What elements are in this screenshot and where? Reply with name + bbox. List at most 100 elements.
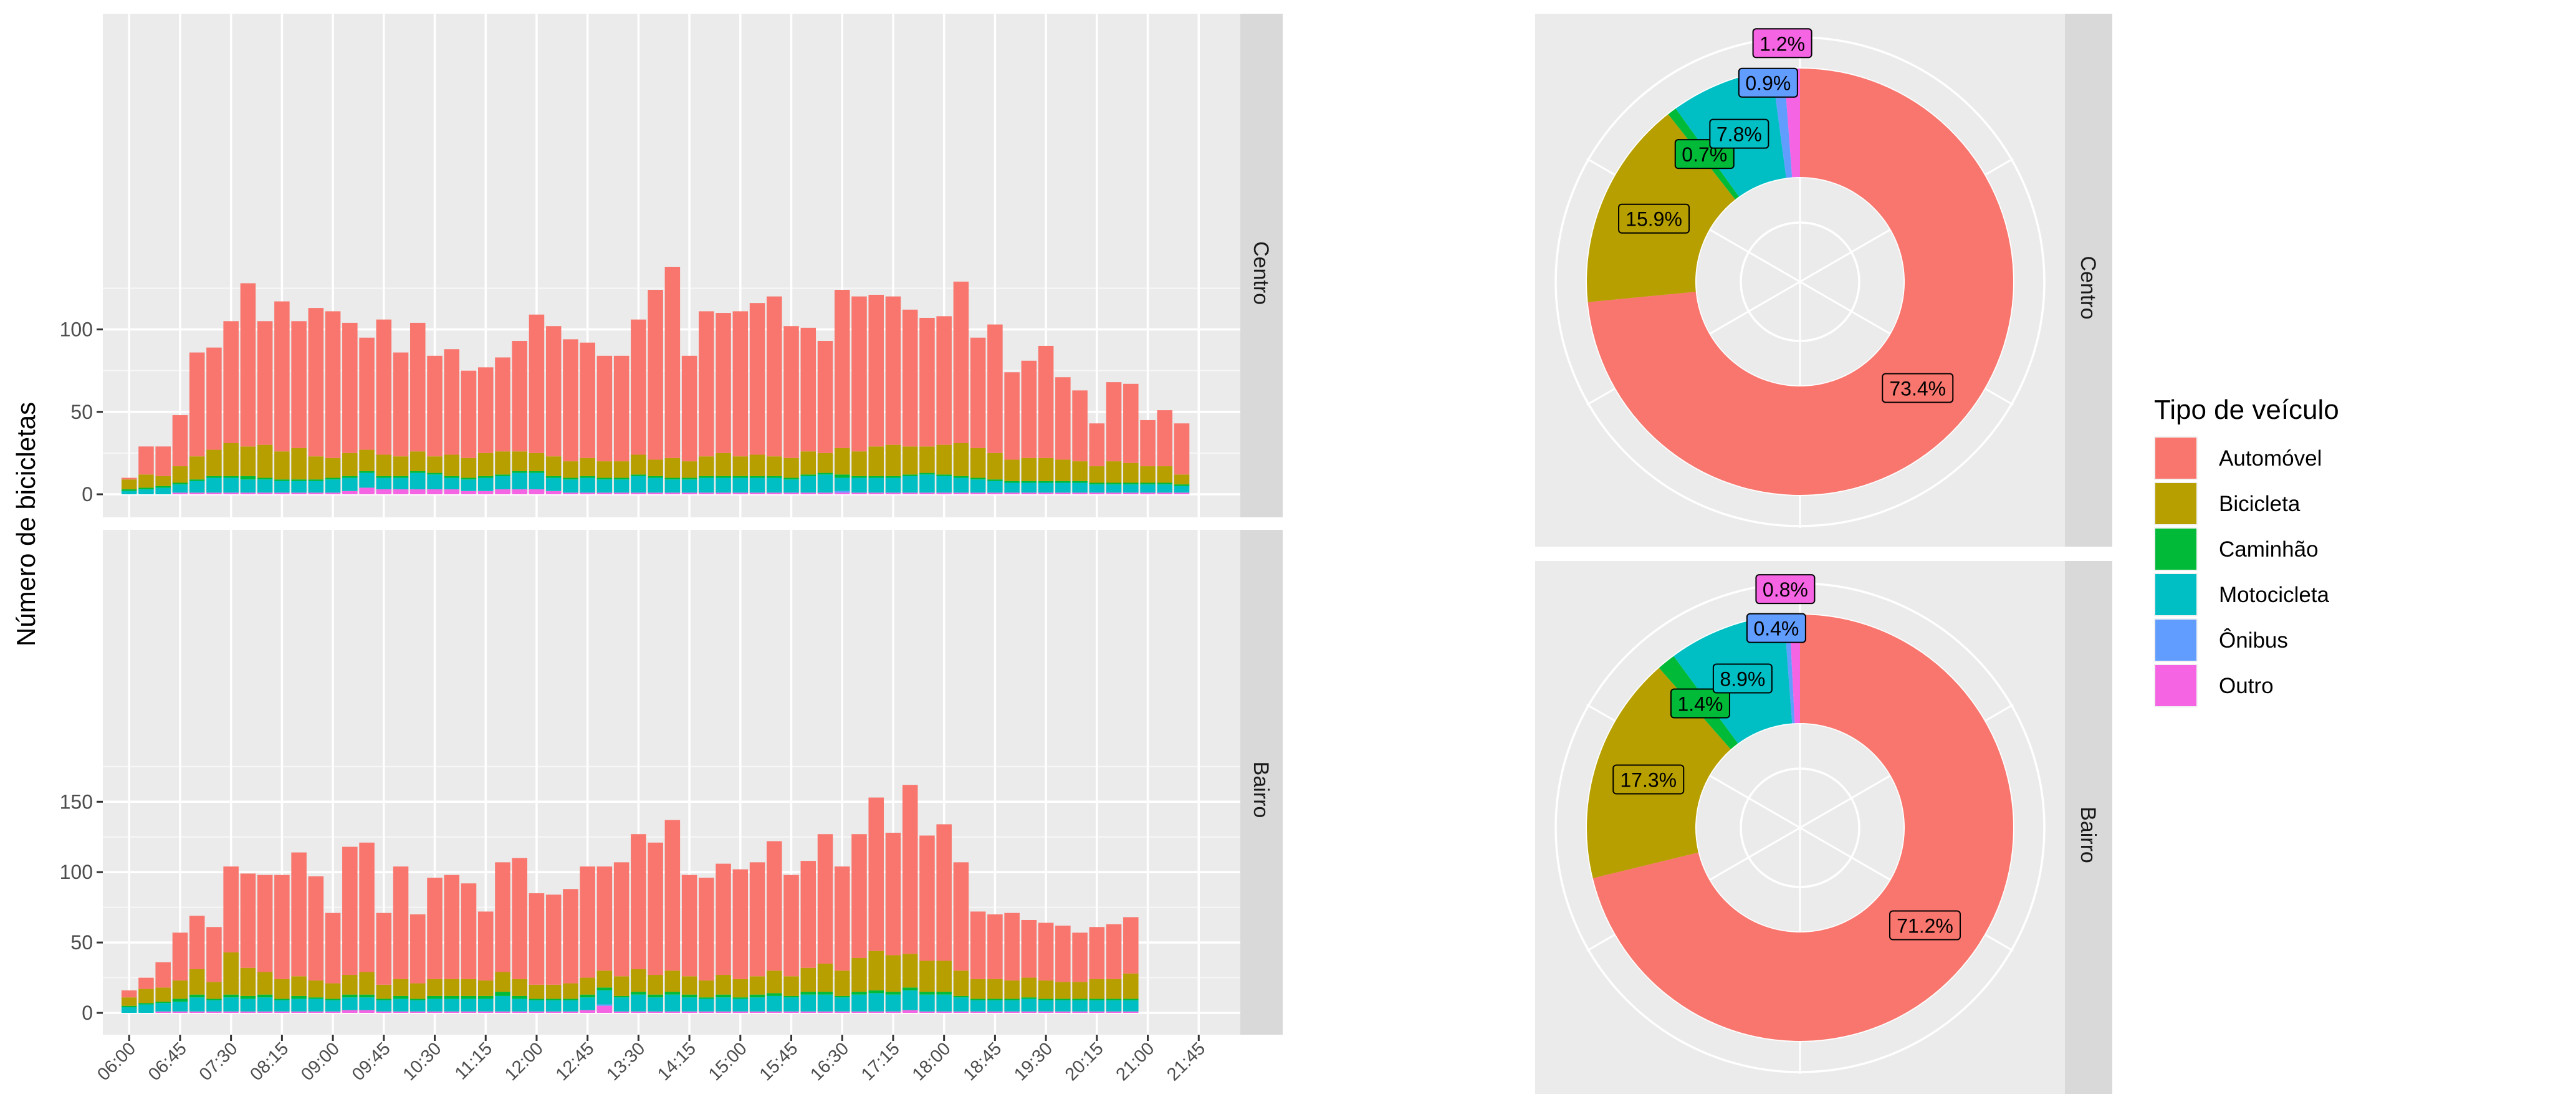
- bar-segment-automovel: [1055, 926, 1071, 982]
- bar-segment-motocicleta: [699, 477, 714, 493]
- bar-segment-outro: [1072, 492, 1088, 494]
- bar-stack: [885, 832, 901, 1013]
- bar-segment-caminhão: [834, 995, 850, 998]
- legend-label: Outro: [2219, 674, 2274, 698]
- x-tick-label: 08:15: [246, 1038, 292, 1085]
- bar-segment-outro: [767, 1011, 782, 1013]
- bar-segment-automovel: [699, 311, 714, 457]
- legend-label: Caminhão: [2219, 537, 2319, 562]
- bar-segment-bicicleta: [953, 970, 969, 996]
- bar-segment-automovel: [1021, 360, 1037, 458]
- bar-segment-caminhão: [1072, 999, 1088, 1000]
- bar-segment-outro: [596, 1005, 613, 1013]
- bar-segment-caminhão: [274, 479, 290, 481]
- bar-segment-motocicleta: [1055, 1000, 1071, 1012]
- slice-label: 15.9%: [1618, 203, 1690, 234]
- bar-segment-motocicleta: [495, 995, 510, 1012]
- y-tick-label: 0: [82, 483, 93, 506]
- bar-segment-bicicleta: [902, 954, 918, 988]
- bar-segment-outro: [902, 1010, 918, 1013]
- bar-segment-bicicleta: [919, 446, 935, 473]
- bar-segment-automovel: [987, 324, 1003, 453]
- bar-segment-automovel: [970, 911, 986, 979]
- bar-segment-bicicleta: [936, 961, 952, 992]
- y-tick-label: 0: [82, 1002, 93, 1024]
- bar-segment-bicicleta: [393, 456, 409, 476]
- legend-item: Ônibus: [2154, 618, 2288, 662]
- bar-segment-bicicleta: [461, 979, 477, 996]
- bar-segment-bicicleta: [1123, 973, 1139, 999]
- bar-segment-bicicleta: [325, 983, 341, 999]
- bar-segment-outro: [529, 489, 545, 494]
- bar-segment-automovel: [444, 875, 460, 979]
- bar-segment-bicicleta: [732, 456, 749, 476]
- bar-segment-bicicleta: [342, 453, 358, 476]
- bar-segment-outro: [189, 492, 205, 494]
- bar-segment-caminhão: [1157, 482, 1173, 485]
- bar-segment-caminhão: [495, 992, 510, 996]
- bar-segment-outro: [817, 1011, 833, 1013]
- legend: Tipo de veículo Automóvel Bicicleta Caminhã…: [2154, 395, 2339, 707]
- bar-segment-caminhão: [1123, 482, 1139, 485]
- facet-label: Centro: [2076, 256, 2100, 319]
- bar-segment-bicicleta: [749, 976, 765, 995]
- bar-segment-bicicleta: [580, 458, 595, 476]
- bar-segment-motocicleta: [1055, 482, 1071, 493]
- bar-segment-outro: [461, 491, 477, 494]
- bar-segment-outro: [545, 1011, 562, 1013]
- bar-segment-motocicleta: [631, 994, 646, 1012]
- bar-segment-bicicleta: [529, 453, 545, 471]
- bar-segment-caminhão: [767, 993, 782, 996]
- bar-stack: [1106, 924, 1122, 1013]
- y-tick-label: 150: [60, 790, 93, 813]
- bar-segment-automovel: [461, 370, 477, 458]
- legend-label: Automóvel: [2219, 446, 2322, 471]
- bar-segment-automovel: [427, 878, 443, 979]
- bar-segment-bicicleta: [936, 444, 952, 475]
- bar-segment-outro: [613, 1011, 630, 1013]
- bar-segment-automovel: [953, 862, 969, 971]
- bar-segment-motocicleta: [172, 484, 188, 493]
- bar-segment-caminhão: [783, 995, 799, 998]
- bar-segment-motocicleta: [613, 479, 630, 493]
- bar-segment-outro: [885, 492, 901, 494]
- bar-segment-bicicleta: [648, 459, 663, 476]
- bar-segment-motocicleta: [393, 477, 409, 490]
- bar-segment-motocicleta: [885, 477, 901, 493]
- bar-segment-motocicleta: [427, 474, 443, 490]
- bar-segment-outro: [206, 1011, 222, 1013]
- bar-segment-motocicleta: [410, 1000, 426, 1012]
- bar-stack: [800, 327, 816, 494]
- bar-segment-bicicleta: [783, 976, 799, 996]
- bar-segment-outro: [868, 1011, 884, 1013]
- bar-segment-caminhão: [834, 474, 850, 478]
- bar-stack: [580, 342, 595, 494]
- bar-stack: [664, 266, 681, 494]
- bar-segment-outro: [699, 1011, 714, 1013]
- bar-segment-caminhão: [477, 476, 494, 478]
- bar-segment-outro: [902, 492, 918, 494]
- bar-segment-automovel: [291, 852, 307, 977]
- donut-panel-centro: 73.4%15.9%0.7%7.8%0.9%1.2%Centro: [1535, 14, 2112, 547]
- slice-label: 71.2%: [1889, 910, 1961, 941]
- bar-stack: [902, 309, 918, 494]
- bar-segment-bicicleta: [1004, 459, 1020, 481]
- bar-segment-automovel: [902, 785, 918, 954]
- bar-stack: [172, 932, 188, 1013]
- bar-segment-outro: [800, 1011, 816, 1013]
- bar-segment-automovel: [817, 834, 833, 964]
- bar-segment-automovel: [648, 842, 663, 975]
- bar-segment-motocicleta: [767, 995, 782, 1012]
- bar-segment-motocicleta: [274, 481, 290, 493]
- bar-stack: [596, 866, 613, 1013]
- bar-segment-automovel: [121, 990, 137, 998]
- bar-segment-outro: [783, 492, 799, 494]
- bar-segment-caminhão: [936, 992, 952, 995]
- bar-segment-caminhão: [851, 476, 867, 478]
- bar-segment-caminhão: [138, 487, 154, 490]
- bar-segment-motocicleta: [189, 997, 205, 1012]
- bar-segment-caminhão: [444, 995, 460, 999]
- x-tick-label: 15:45: [756, 1038, 802, 1085]
